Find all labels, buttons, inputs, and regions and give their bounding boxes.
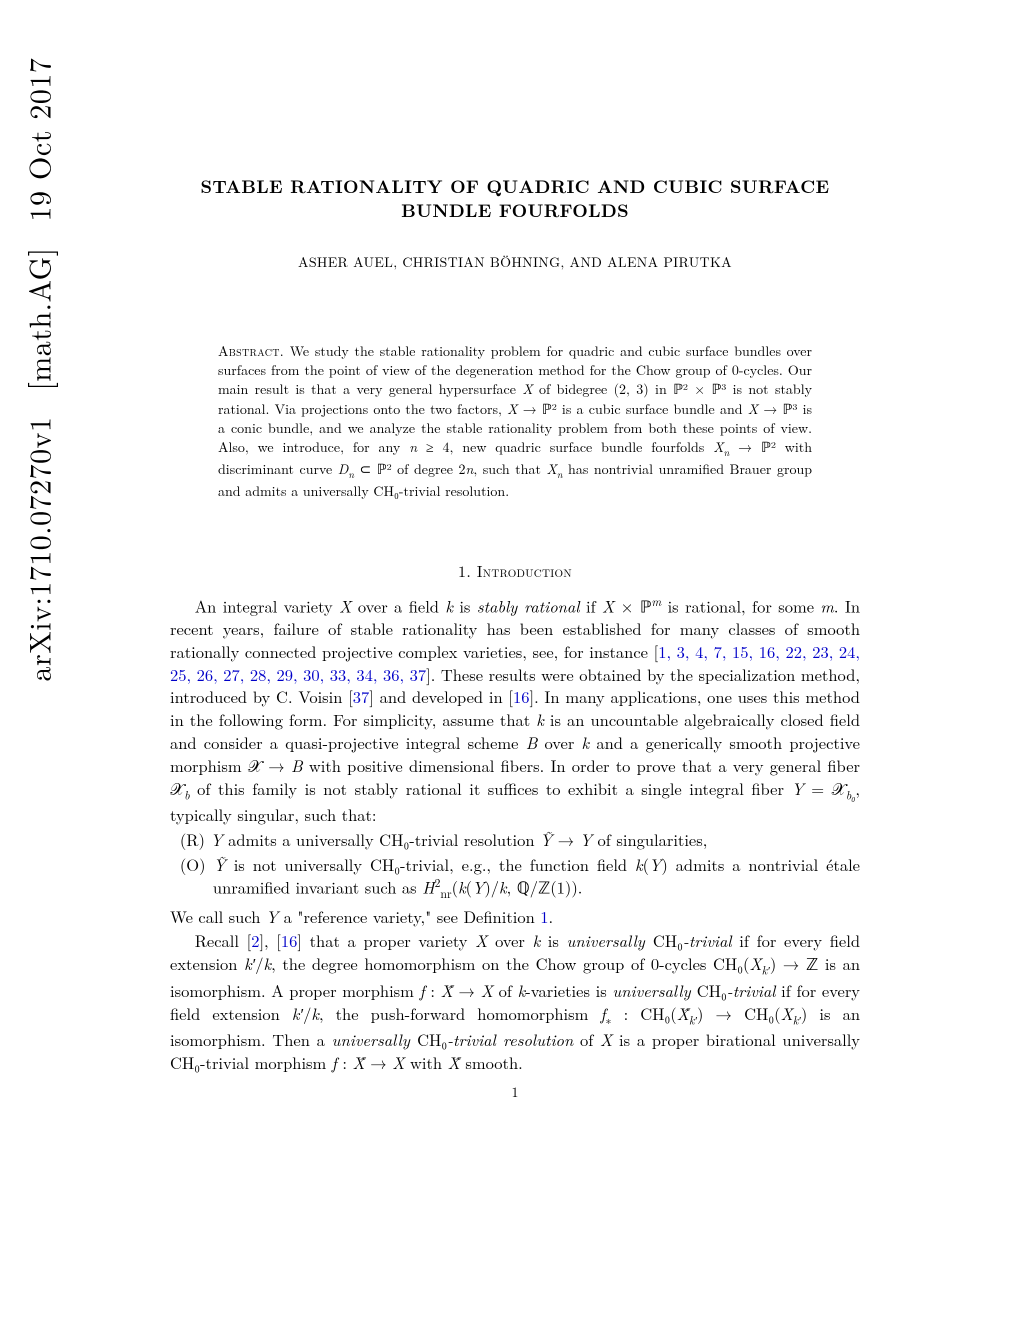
- item-O: (O) Ỹ is not universally CH₀-trivial, e.…: [213, 853, 860, 903]
- abstract-text-8: , such that: [473, 459, 546, 479]
- item-R: (R) Y admits a universally CH₀-trivial r…: [213, 828, 860, 851]
- abstract-text-3: → ℙ² is a cubic surface bundle and: [518, 399, 748, 419]
- body-text: An integral variety X over a field k is …: [170, 594, 860, 1074]
- page-number: 1: [170, 1082, 860, 1102]
- authors: ASHER AUEL, CHRISTIAN BÖHNING, AND ALENA…: [170, 252, 860, 272]
- cite-37[interactable]: 37: [353, 684, 370, 708]
- arxiv-date: 19 Oct 2017: [17, 58, 60, 222]
- section-title: Introduction: [477, 559, 572, 582]
- section-number: 1.: [458, 559, 471, 582]
- cite-16[interactable]: 16: [513, 684, 530, 708]
- arxiv-id: arXiv:1710.07270v1: [17, 417, 60, 682]
- paragraph-3: Recall [2], [16] that a proper variety X…: [170, 929, 860, 1073]
- abstract-text-7: ⊂ ℙ² of degree 2: [354, 459, 465, 479]
- cite-16b[interactable]: 16: [281, 928, 298, 952]
- paragraph-1: An integral variety X over a field k is …: [170, 594, 860, 826]
- abstract-label: Abstract.: [218, 341, 284, 361]
- title-line-1: STABLE RATIONALITY OF QUADRIC AND CUBIC …: [201, 174, 830, 199]
- title-line-2: BUNDLE FOURFOLDS: [401, 198, 629, 223]
- abstract-text-5: ≥ 4, new quadric surface bundle fourfold…: [417, 437, 713, 457]
- paper-title: STABLE RATIONALITY OF QUADRIC AND CUBIC …: [170, 175, 860, 224]
- paragraph-2: We call such Y a "reference variety," se…: [170, 905, 860, 928]
- def-1[interactable]: 1: [540, 904, 548, 928]
- arxiv-category: [math.AG]: [17, 247, 60, 390]
- arxiv-stamp: arXiv:1710.07270v1 [math.AG] 19 Oct 2017: [17, 58, 60, 682]
- section-heading: 1. Introduction: [170, 559, 860, 582]
- page-content: STABLE RATIONALITY OF QUADRIC AND CUBIC …: [170, 175, 860, 1102]
- abstract: Abstract. We study the stable rationalit…: [218, 342, 812, 501]
